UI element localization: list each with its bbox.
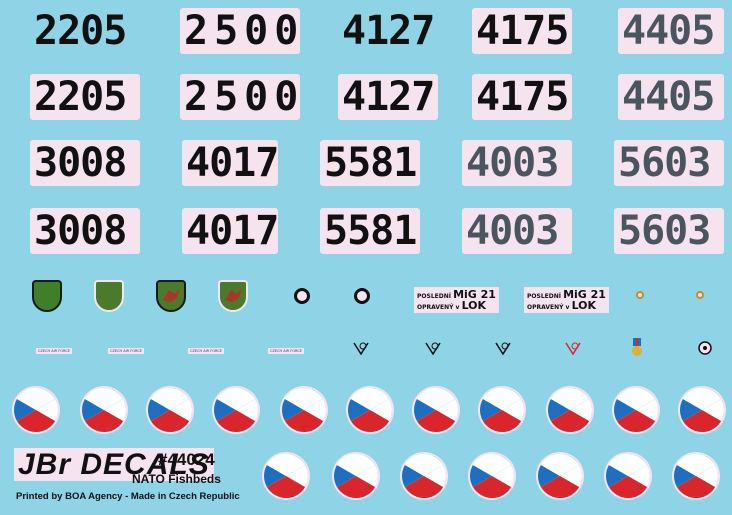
czech-roundel [672,452,720,500]
decal-number: 4017 [182,208,279,254]
unit-emblem-icon [425,342,441,356]
decal-number: 5603 [614,140,724,186]
small-dot-decal [636,291,644,299]
decal-number: 4003 [462,208,572,254]
decal-number: 2205 [34,8,127,54]
decal-number: 4127 [338,74,438,120]
czech-roundel [678,386,726,434]
czech-roundel [262,452,310,500]
small-badge-icon [698,341,712,355]
decal-number: 3008 [30,140,140,186]
czech-air-force-label: CZECH AIR FORCE [36,348,72,354]
czech-roundel [536,452,584,500]
product-name: NATO Fishbeds [132,472,221,486]
brand-logo: JBr DECALS [14,448,214,482]
green-shield-emblem [32,280,62,312]
czech-roundel [604,452,652,500]
squadron-badge [354,288,370,304]
czech-roundel [468,452,516,500]
green-shield-emblem [94,280,124,312]
decal-number: 2205 [30,74,140,120]
czech-air-force-label: CZECH AIR FORCE [188,348,224,354]
decal-number: 4175 [472,74,572,120]
decal-number: 4017 [182,140,279,186]
czech-roundel [612,386,660,434]
mig21-label: POSLEDNÍ MiG 21 OPRAVENÝ v LOK [524,287,609,313]
czech-roundel [332,452,380,500]
squadron-badge [294,288,310,304]
czech-roundel [212,386,260,434]
printer-credit: Printed by BOA Agency - Made in Czech Re… [16,491,240,502]
decal-number: 5581 [320,140,420,186]
decal-number: 2500 [180,74,300,120]
unit-emblem-icon [353,342,369,356]
czech-roundel [546,386,594,434]
catalog-number: #44024 [158,450,215,469]
czech-air-force-label: CZECH AIR FORCE [268,348,304,354]
czech-roundel [400,452,448,500]
small-dot-decal [696,291,704,299]
decal-number: 3008 [30,208,140,254]
decal-number: 4405 [618,74,724,120]
decal-number: 4003 [462,140,572,186]
czech-roundel [346,386,394,434]
decal-number: 2500 [180,8,300,54]
dragon-icon [225,288,242,302]
czech-roundel [12,386,60,434]
dragon-icon [163,288,180,302]
dragon-shield-emblem [156,280,186,312]
czech-roundel [478,386,526,434]
decal-number: 4405 [618,8,724,54]
unit-emblem-icon [565,342,581,356]
czech-air-force-label: CZECH AIR FORCE [108,348,144,354]
decal-number: 5603 [614,208,724,254]
czech-roundel [146,386,194,434]
czech-roundel [80,386,128,434]
decal-number: 4127 [342,8,435,54]
czech-roundel [412,386,460,434]
mig21-label: POSLEDNÍ MiG 21 OPRAVENÝ v LOK [414,287,499,313]
unit-emblem-icon [495,342,511,356]
medal-icon [632,338,642,356]
decal-number: 4175 [472,8,572,54]
czech-roundel [280,386,328,434]
dragon-shield-emblem [218,280,248,312]
decal-number: 5581 [320,208,420,254]
